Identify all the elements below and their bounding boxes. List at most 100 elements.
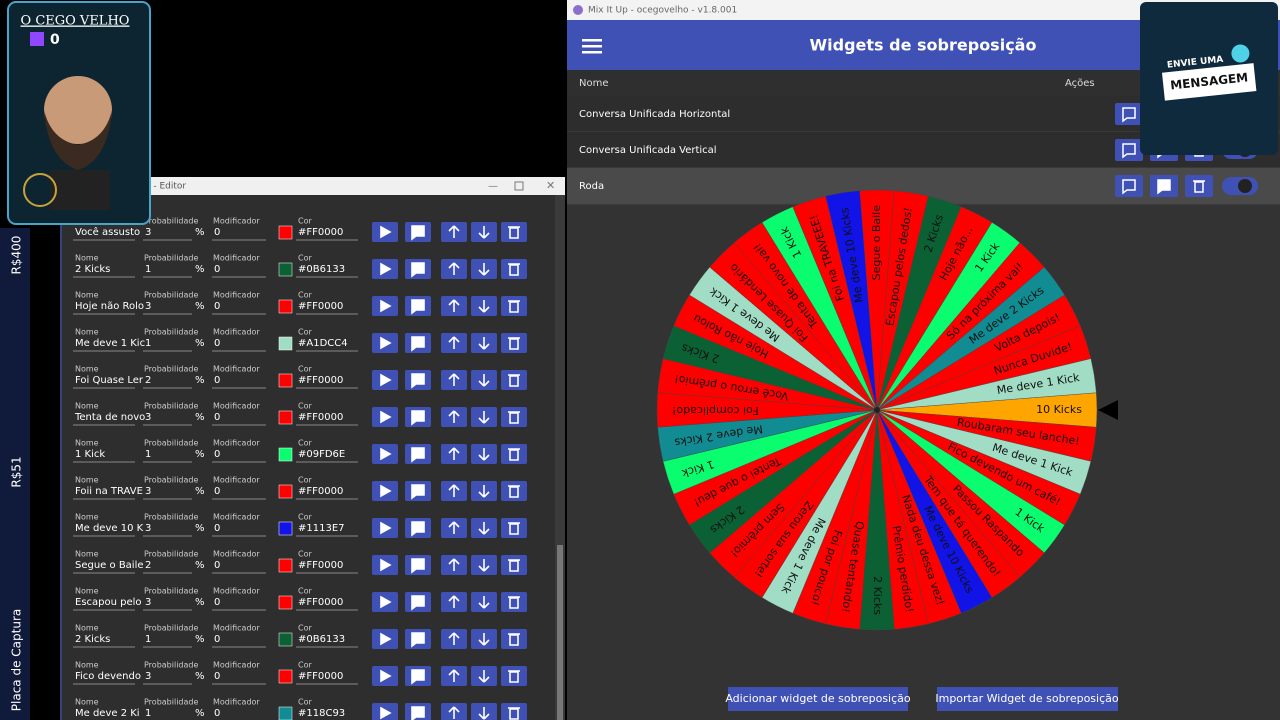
color-value[interactable]: #0B6133 [298, 634, 345, 645]
probability-value[interactable]: 3 [145, 523, 151, 534]
color-value[interactable]: #FF0000 [298, 560, 343, 571]
modifier-value[interactable]: 0 [214, 449, 220, 460]
percent: % [195, 597, 205, 608]
probability-value[interactable]: 1 [145, 708, 151, 719]
trash-button[interactable] [501, 629, 527, 649]
link-button[interactable] [1115, 103, 1143, 125]
color-value[interactable]: #FF0000 [298, 227, 343, 238]
trash-button[interactable] [501, 222, 527, 242]
color-value[interactable]: #A1DCC4 [298, 338, 348, 349]
probability-value[interactable]: 3 [145, 301, 151, 312]
probability-value[interactable]: 1 [145, 264, 151, 275]
probability-value[interactable]: 3 [145, 412, 151, 423]
probability-value[interactable]: 3 [145, 597, 151, 608]
modifier-value[interactable]: 0 [214, 560, 220, 571]
name-value[interactable]: Você assusto [75, 226, 140, 238]
trash-button[interactable] [501, 592, 527, 612]
color-value[interactable]: #FF0000 [298, 597, 343, 608]
name-value[interactable]: 2 Kicks [75, 264, 110, 275]
close[interactable]: ✕ [546, 179, 555, 192]
trash-button[interactable] [501, 333, 527, 353]
trash-icon [508, 337, 520, 350]
color-value[interactable]: #118C93 [298, 708, 345, 719]
color-value[interactable]: #09FD6E [298, 449, 345, 460]
probability-value[interactable]: 1 [145, 449, 151, 460]
field-label: Nome [75, 365, 99, 374]
trash-button[interactable] [501, 666, 527, 686]
trash-icon [508, 559, 520, 572]
name-value[interactable]: Me deve 1 Kic [75, 338, 145, 349]
delete-button[interactable] [1185, 175, 1213, 197]
widget-name: Conversa Unificada Horizontal [579, 109, 730, 120]
import-widget-button[interactable] [937, 687, 1118, 711]
edit-icon [411, 447, 425, 463]
color-value[interactable]: #0B6133 [298, 264, 345, 275]
field-label: Cor [298, 513, 312, 522]
color-swatch [278, 558, 293, 573]
percent: % [195, 671, 205, 682]
trash-button[interactable] [501, 370, 527, 390]
name-value[interactable]: Foi Quase Ler [75, 375, 144, 386]
modifier-value[interactable]: 0 [214, 301, 220, 312]
modifier-value[interactable]: 0 [214, 264, 220, 275]
probability-value[interactable]: 3 [145, 486, 151, 497]
add-widget-button[interactable] [728, 687, 908, 711]
up-icon [448, 706, 460, 719]
link-button[interactable] [1115, 139, 1143, 161]
probability-value[interactable]: 1 [145, 634, 151, 645]
name-value[interactable]: Escapou pelo [75, 597, 142, 608]
modifier-value[interactable]: 0 [214, 671, 220, 682]
edit-icon [411, 299, 425, 315]
probability-value[interactable]: 3 [145, 671, 151, 682]
name-value[interactable]: Tenta de novo [74, 412, 145, 423]
trash-button[interactable] [501, 296, 527, 316]
modifier-value[interactable]: 0 [214, 375, 220, 386]
modifier-value[interactable]: 0 [214, 523, 220, 534]
modifier-value[interactable]: 0 [214, 597, 220, 608]
name-value[interactable]: 1 Kick [75, 449, 105, 460]
up-icon [448, 558, 460, 571]
trash-button[interactable] [501, 518, 527, 538]
probability-value[interactable]: 2 [145, 560, 151, 571]
field-label: Cor [298, 476, 312, 485]
color-value[interactable]: #FF0000 [298, 486, 343, 497]
modifier-value[interactable]: 0 [214, 634, 220, 645]
trash-button[interactable] [501, 481, 527, 501]
name-value[interactable]: Segue o Baile [75, 560, 144, 571]
color-value[interactable]: #FF0000 [298, 301, 343, 312]
name-value[interactable]: Me deve 10 K [75, 523, 144, 534]
name-value[interactable]: 2 Kicks [75, 634, 110, 645]
modifier-value[interactable]: 0 [214, 486, 220, 497]
trash-button[interactable] [501, 703, 527, 720]
percent: % [195, 264, 205, 275]
trash-button[interactable] [501, 555, 527, 575]
color-value[interactable]: #FF0000 [298, 412, 343, 423]
name-value[interactable]: Me deve 2 Ki [75, 708, 140, 719]
probability-value[interactable]: 3 [145, 227, 151, 238]
color-value[interactable]: #FF0000 [298, 671, 343, 682]
name-value[interactable]: Fico devendo [75, 671, 141, 682]
modifier-value[interactable]: 0 [214, 708, 220, 719]
menu-button[interactable] [582, 39, 602, 54]
color-value[interactable]: #FF0000 [298, 375, 343, 386]
probability-value[interactable]: 2 [145, 375, 151, 386]
sidebar-label: R$400 [10, 236, 24, 275]
trash-button[interactable] [501, 407, 527, 427]
minimize[interactable]: — [488, 181, 498, 192]
modifier-value[interactable]: 0 [214, 412, 220, 423]
column-header: Nome [579, 78, 609, 89]
modifier-value[interactable]: 0 [214, 338, 220, 349]
maximize[interactable] [514, 181, 524, 191]
name-value[interactable]: Hoje não Rolo [75, 301, 144, 312]
down-icon [478, 670, 490, 683]
up-icon [448, 447, 460, 460]
modifier-value[interactable]: 0 [214, 227, 220, 238]
trash-button[interactable] [501, 259, 527, 279]
color-value[interactable]: #1113E7 [298, 523, 345, 534]
probability-value[interactable]: 1 [145, 338, 151, 349]
play-icon [380, 410, 392, 424]
scroll-thumb[interactable] [557, 545, 563, 720]
link-button[interactable] [1115, 175, 1143, 197]
trash-button[interactable] [501, 444, 527, 464]
name-value[interactable]: Foii na TRAVE [75, 486, 143, 497]
